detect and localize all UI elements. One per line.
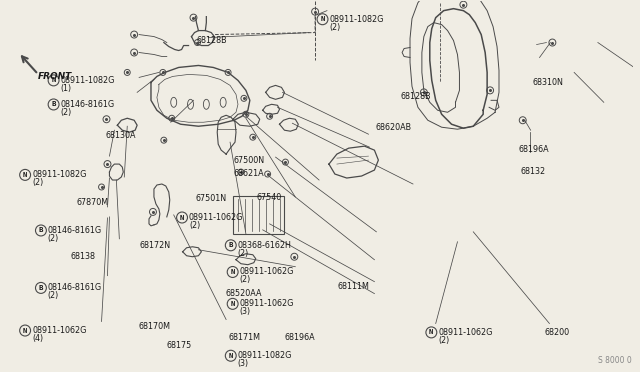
Text: 68520AA: 68520AA — [225, 289, 262, 298]
Text: N: N — [429, 329, 433, 336]
Text: (2): (2) — [48, 234, 59, 243]
Text: 08911-1082G: 08911-1082G — [237, 351, 292, 360]
Text: (2): (2) — [438, 336, 449, 345]
Text: N: N — [23, 172, 28, 178]
Text: (4): (4) — [32, 334, 43, 343]
Text: (2): (2) — [189, 221, 200, 230]
Text: 67501N: 67501N — [196, 195, 227, 203]
Text: FRONT: FRONT — [38, 73, 72, 81]
Text: (2): (2) — [32, 178, 44, 187]
Text: 68310N: 68310N — [532, 78, 563, 87]
Text: 08368-6162H: 08368-6162H — [237, 241, 292, 250]
Text: 08911-1062G: 08911-1062G — [438, 328, 493, 337]
Text: 08911-1082G: 08911-1082G — [32, 170, 86, 179]
Text: B: B — [228, 242, 233, 248]
Text: (2): (2) — [330, 23, 340, 32]
Text: 68200: 68200 — [545, 328, 570, 337]
Text: B: B — [51, 102, 56, 108]
Text: (3): (3) — [237, 359, 249, 368]
Text: 68175: 68175 — [166, 341, 192, 350]
Text: 08911-1082G: 08911-1082G — [61, 76, 115, 85]
Text: 08911-1062G: 08911-1062G — [189, 213, 243, 222]
Text: (1): (1) — [61, 84, 72, 93]
Text: N: N — [230, 269, 235, 275]
Text: 68172N: 68172N — [140, 241, 171, 250]
Text: N: N — [228, 353, 233, 359]
Text: 08146-8161G: 08146-8161G — [48, 283, 102, 292]
Text: (2): (2) — [239, 275, 251, 285]
Text: 68111M: 68111M — [337, 282, 369, 291]
Text: 08911-1062G: 08911-1062G — [32, 326, 86, 335]
Text: 68170M: 68170M — [139, 321, 171, 331]
Text: 68196A: 68196A — [518, 145, 549, 154]
Text: N: N — [180, 215, 184, 221]
Text: 08911-1082G: 08911-1082G — [330, 15, 384, 24]
Text: N: N — [23, 327, 28, 334]
Text: N: N — [320, 16, 324, 22]
Text: (2): (2) — [48, 291, 59, 300]
Text: 68196A: 68196A — [284, 333, 315, 343]
Text: 08911-1062G: 08911-1062G — [239, 267, 294, 276]
Text: 68132: 68132 — [521, 167, 546, 176]
Text: 08146-8161G: 08146-8161G — [48, 226, 102, 235]
Text: 08146-8161G: 08146-8161G — [61, 100, 115, 109]
Text: (2): (2) — [61, 108, 72, 117]
Text: 68171M: 68171M — [228, 333, 260, 343]
Text: 68620AB: 68620AB — [375, 123, 412, 132]
Bar — [233, 196, 284, 234]
Text: 68138: 68138 — [70, 252, 95, 261]
Text: 67500N: 67500N — [234, 155, 265, 164]
Text: 68128B: 68128B — [401, 92, 431, 101]
Text: (3): (3) — [239, 307, 251, 316]
Text: N: N — [51, 77, 56, 83]
Text: 08911-1062G: 08911-1062G — [239, 299, 294, 308]
Text: B: B — [38, 227, 43, 234]
Text: 68130A: 68130A — [105, 131, 136, 141]
Text: (2): (2) — [237, 249, 249, 258]
Text: B: B — [38, 285, 43, 291]
Text: 68128B: 68128B — [197, 36, 227, 45]
Text: 67870M: 67870M — [77, 198, 109, 207]
Text: N: N — [230, 301, 235, 307]
Text: 67540: 67540 — [257, 193, 282, 202]
Text: 68621A: 68621A — [234, 169, 264, 177]
Text: S 8000 0: S 8000 0 — [598, 356, 632, 365]
